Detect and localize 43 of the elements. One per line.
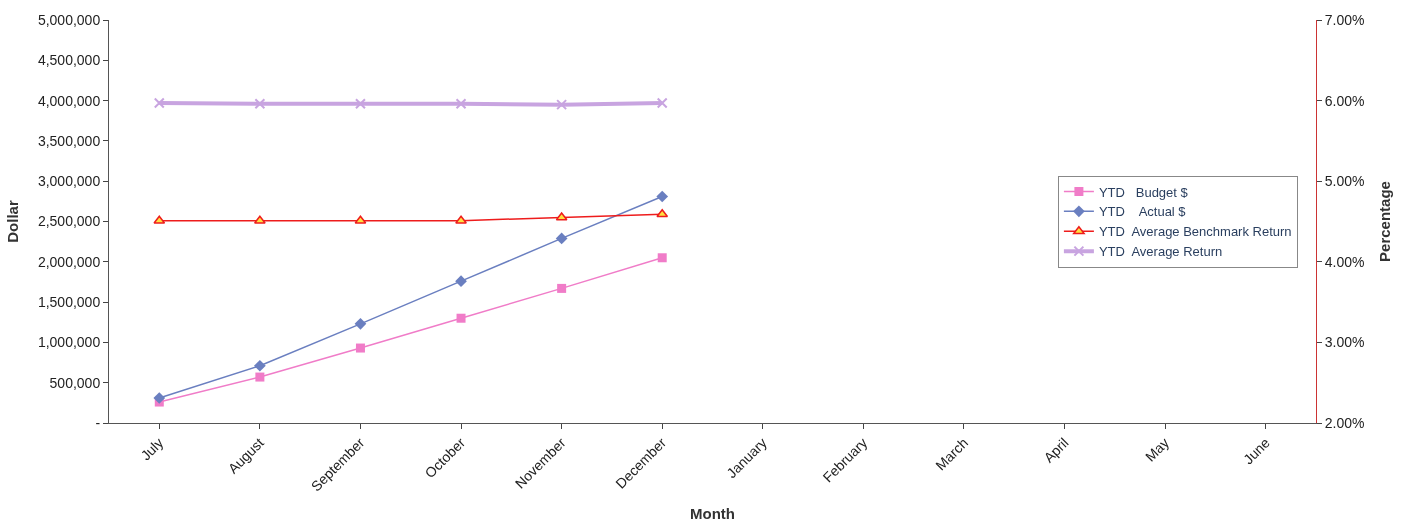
point bbox=[455, 215, 467, 224]
point bbox=[355, 343, 365, 353]
point bbox=[153, 392, 166, 404]
y-tick-label: 4,000,000 bbox=[37, 92, 101, 109]
point bbox=[556, 99, 568, 111]
point bbox=[455, 98, 467, 110]
y2-tick-label: 7.00% bbox=[1324, 11, 1365, 28]
y2-tick-label: 3.00% bbox=[1324, 334, 1365, 351]
point bbox=[254, 98, 266, 110]
y-axis-title: Dollar bbox=[4, 200, 22, 243]
y-tick-label: 4,500,000 bbox=[37, 52, 101, 69]
point bbox=[354, 98, 366, 110]
point bbox=[657, 253, 667, 263]
y2-axis-title: Percentage bbox=[1375, 181, 1393, 262]
y-tick-label: 5,000,000 bbox=[37, 11, 101, 28]
point bbox=[557, 283, 567, 293]
x-axis-title: Month bbox=[690, 505, 735, 523]
y2-tick-label: 2.00% bbox=[1324, 414, 1365, 431]
y2-tick-label: 4.00% bbox=[1324, 253, 1365, 270]
point bbox=[656, 190, 669, 203]
x-tick-label: July bbox=[137, 434, 167, 464]
y-tick-label: 2,000,000 bbox=[37, 253, 101, 270]
legend-label: YTD Budget $ bbox=[1098, 184, 1189, 200]
point bbox=[354, 318, 367, 330]
point bbox=[656, 97, 668, 109]
y-tick-label: 3,500,000 bbox=[37, 132, 101, 149]
y2-tick-label: 6.00% bbox=[1324, 92, 1365, 109]
point bbox=[254, 359, 266, 372]
point bbox=[456, 313, 466, 323]
y-tick-label: 2,500,000 bbox=[37, 213, 101, 230]
point bbox=[153, 97, 165, 109]
y-tick-label: 1,000,000 bbox=[37, 334, 101, 351]
y-tick-label: 1,500,000 bbox=[37, 294, 101, 310]
legend-label: YTD Average Return bbox=[1098, 244, 1223, 260]
y-tick-label: 500,000 bbox=[49, 374, 101, 391]
y-tick-label: 3,000,000 bbox=[37, 173, 101, 190]
y2-tick-label: 5.00% bbox=[1324, 173, 1365, 190]
legend-label: YTD Actual $ bbox=[1098, 204, 1187, 220]
point bbox=[455, 275, 467, 287]
y-tick-label: - bbox=[95, 414, 101, 431]
legend-label: YTD Average Benchmark Return bbox=[1098, 224, 1292, 240]
point bbox=[555, 232, 568, 245]
point bbox=[255, 372, 265, 382]
